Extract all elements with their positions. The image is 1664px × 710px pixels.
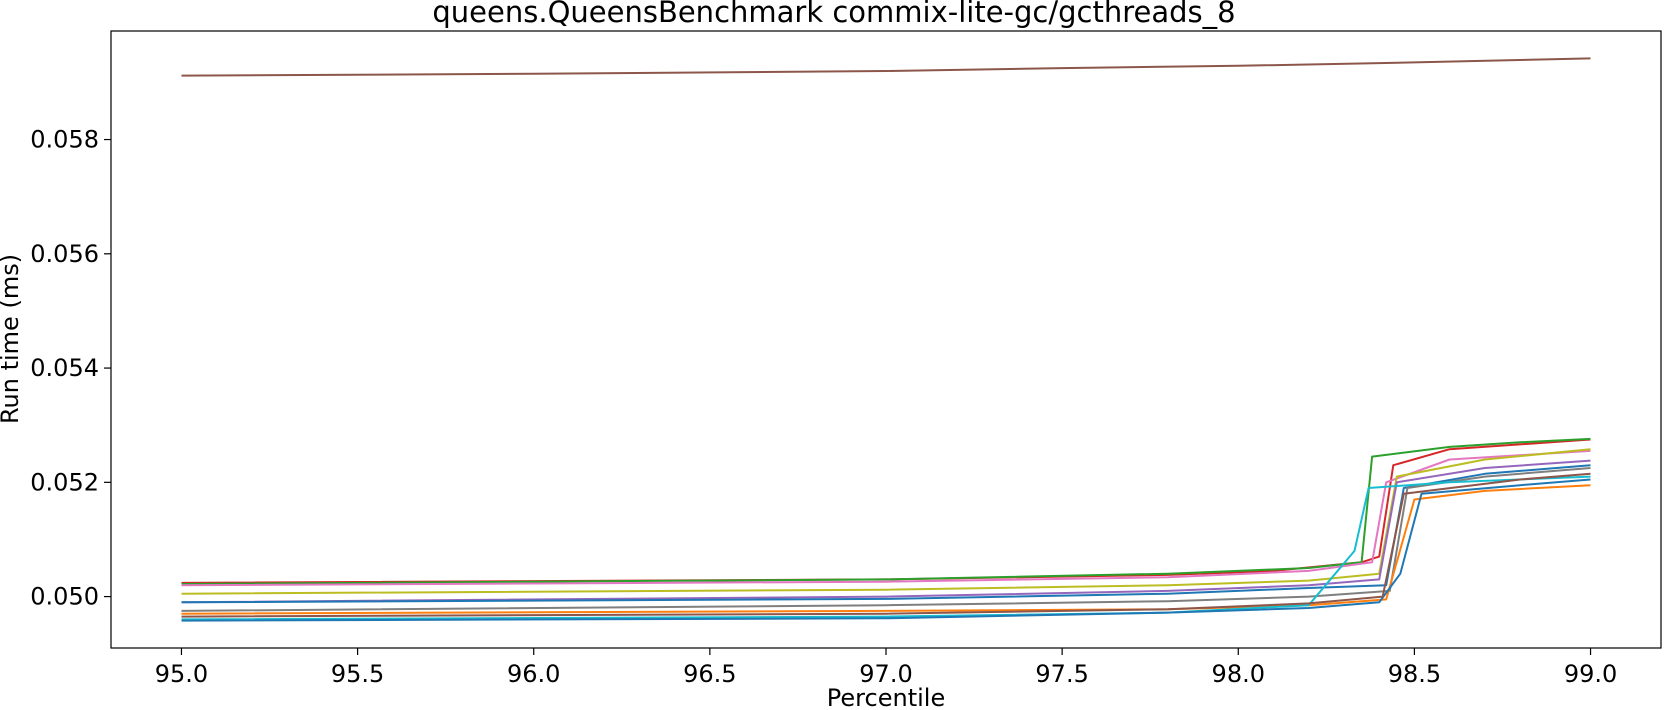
x-tick-label: 96.0 [507,660,560,688]
y-tick-label: 0.052 [30,468,99,496]
x-tick-label: 95.0 [155,660,208,688]
series-layer [181,57,1591,622]
x-tick-label: 98.5 [1388,660,1441,688]
series-line-4 [181,449,1591,587]
x-tick-label: 99.0 [1564,660,1617,688]
x-axis-label: Percentile [827,684,945,710]
x-axis-ticks: 95.0 95.5 96.0 96.5 97.0 97.5 98.0 98.5 99.0 [155,648,1617,688]
series-line-6 [181,459,1591,604]
chart-title: queens.QueensBenchmark commix-lite-gc/gc… [432,0,1235,29]
series-line-5 [181,448,1591,595]
series-line-11 [181,478,1591,622]
y-tick-label: 0.050 [30,583,99,611]
series-line-10 [181,475,1591,621]
series-line-7 [181,464,1591,604]
series-line-12 [181,472,1591,618]
series-line-8 [181,467,1591,612]
y-axis-ticks: 0.050 0.052 0.054 0.056 0.058 [30,126,111,611]
y-tick-label: 0.056 [30,240,99,268]
y-axis-label: Run time (ms) [0,254,24,424]
y-tick-label: 0.054 [30,354,99,382]
y-tick-label: 0.058 [30,126,99,154]
series-line-1 [181,57,1591,77]
x-tick-label: 97.5 [1035,660,1088,688]
series-line-2 [181,438,1591,584]
x-tick-label: 97.0 [859,660,912,688]
x-tick-label: 96.5 [683,660,736,688]
x-tick-label: 98.0 [1212,660,1265,688]
series-line-3 [181,437,1591,585]
series-line-9 [181,484,1591,615]
x-tick-label: 95.5 [331,660,384,688]
plot-frame [110,30,1662,649]
